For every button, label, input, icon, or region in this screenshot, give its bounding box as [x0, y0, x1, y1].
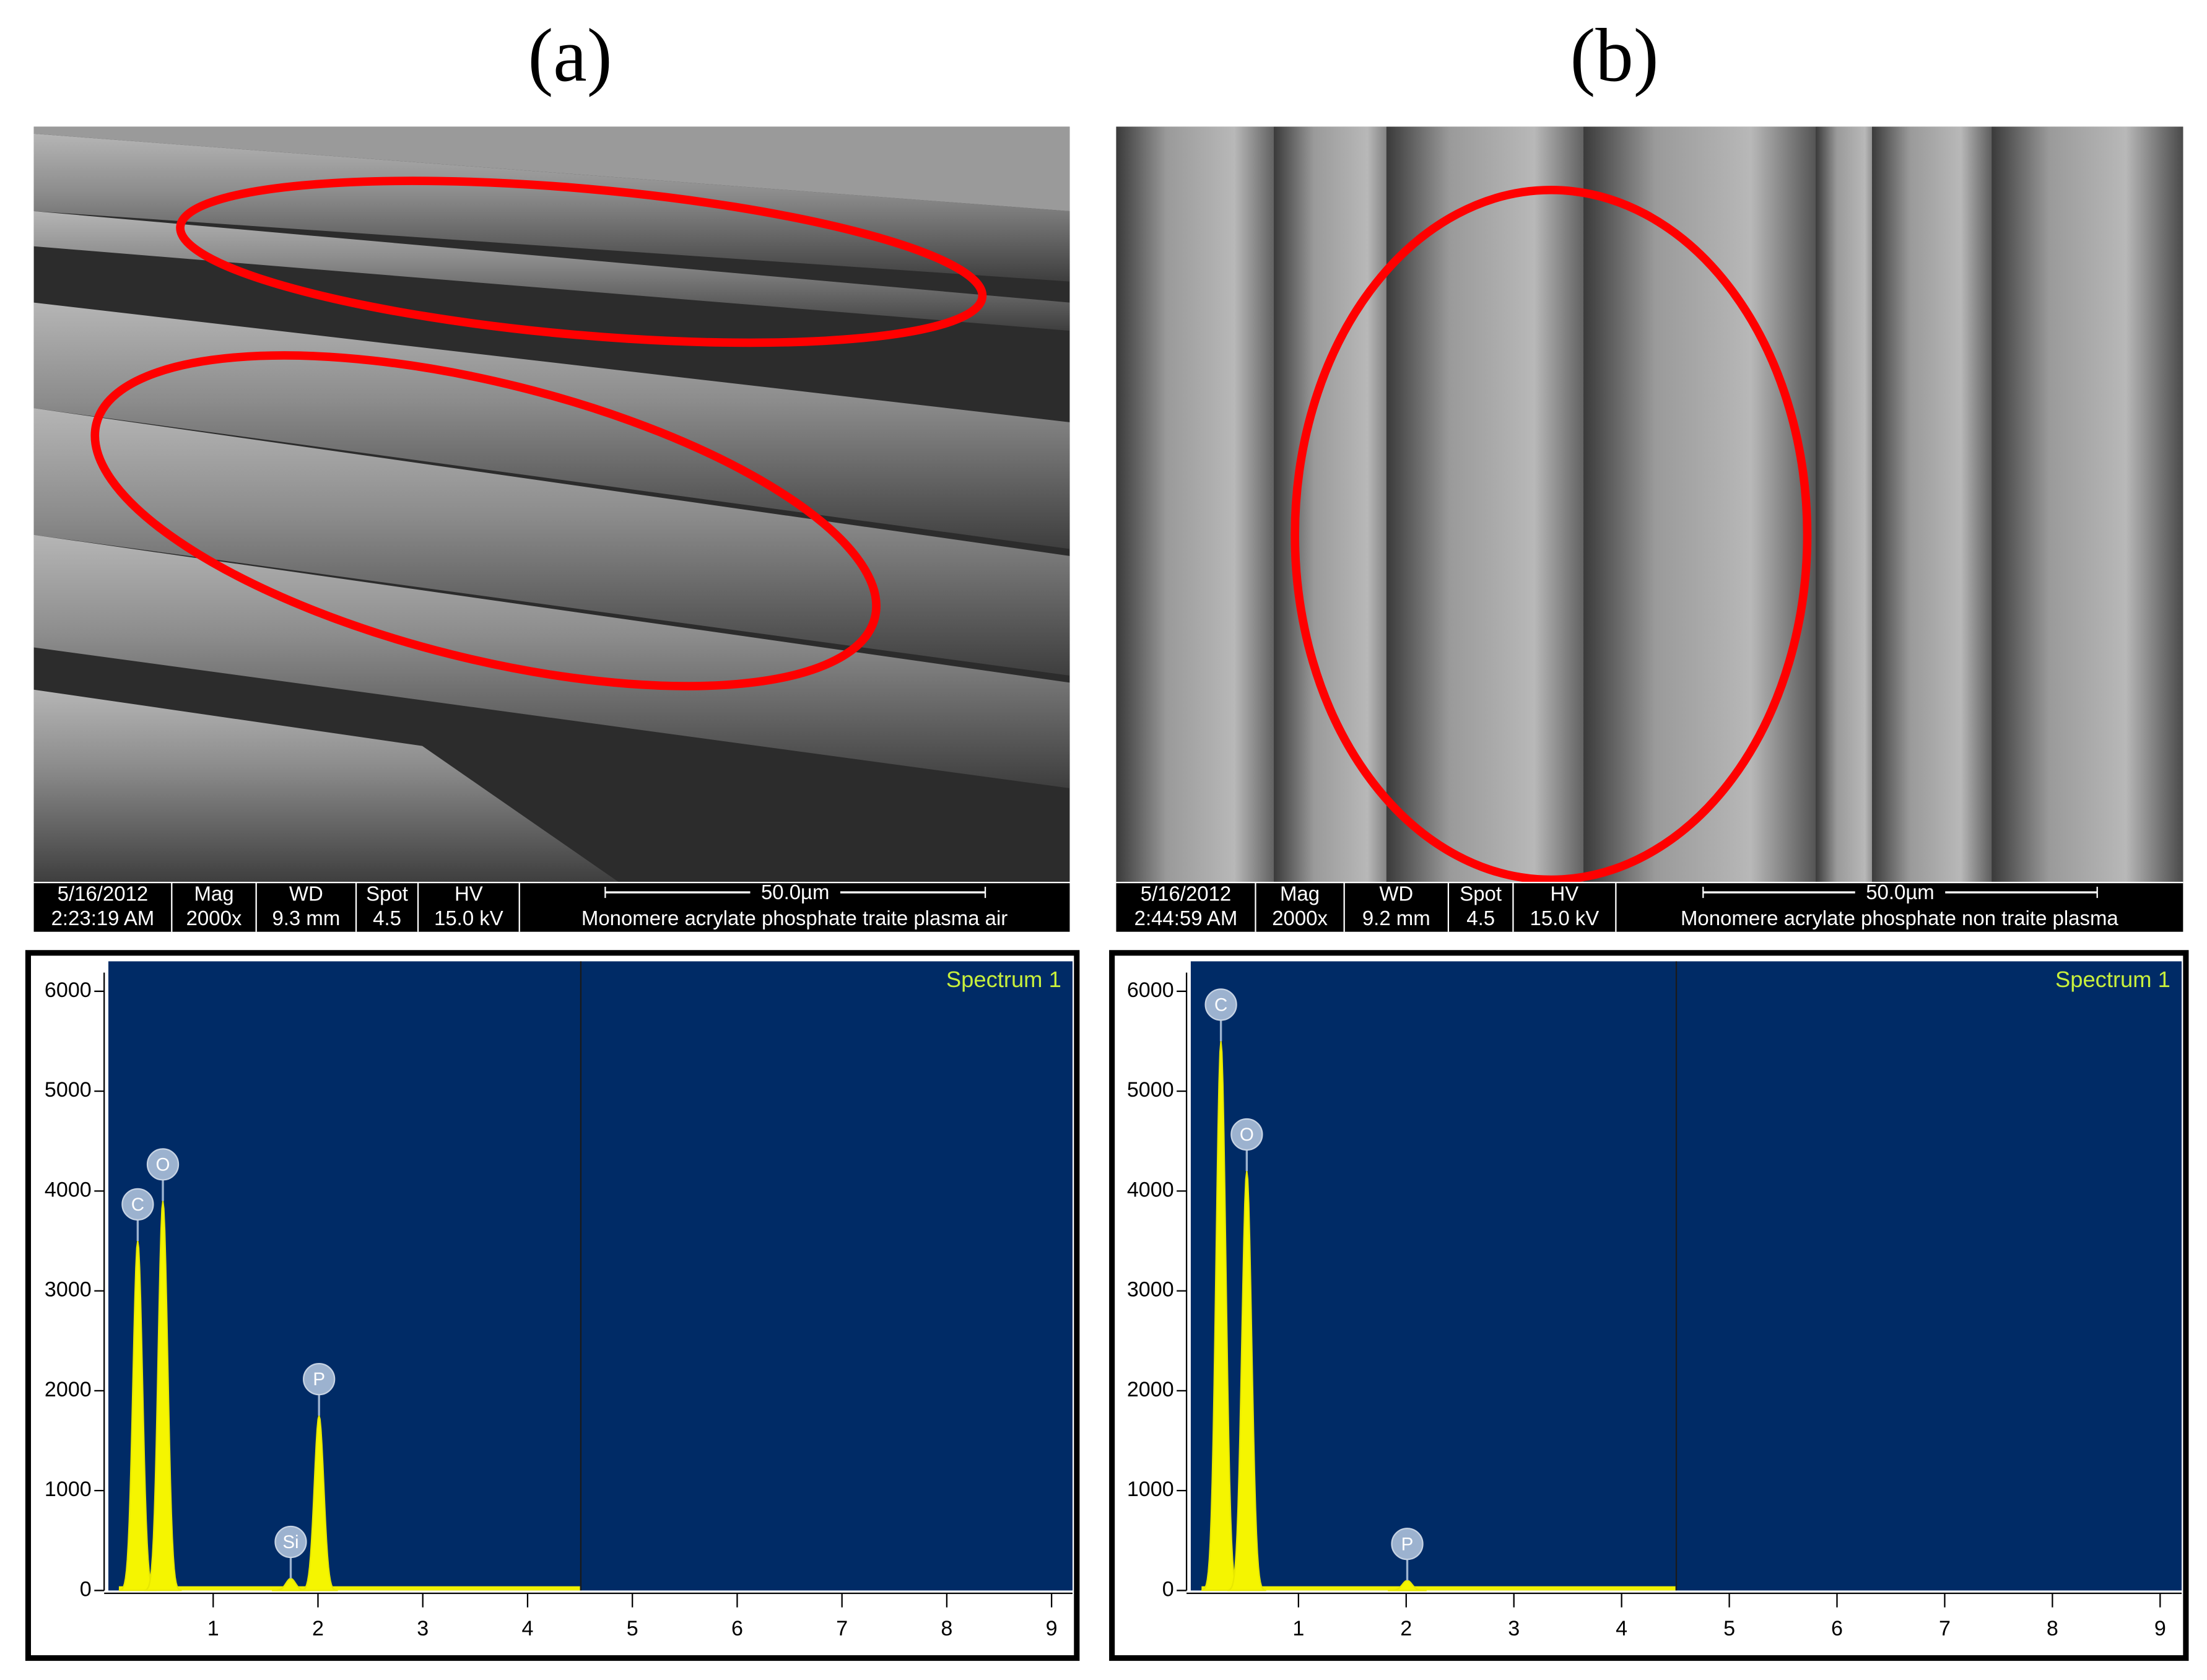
x-tick-label: 3 — [417, 1617, 429, 1640]
y-tick-label: 6000 — [45, 978, 92, 1002]
column-value: 2000x — [186, 907, 242, 929]
peak-label-bubble — [146, 1148, 180, 1181]
y-tick-label: 0 — [1162, 1577, 1174, 1601]
peak-label-bubble — [303, 1362, 336, 1396]
peak-element: C — [131, 1195, 144, 1215]
column-value: 9.3 mm — [272, 907, 340, 929]
x-tick-label: 5 — [627, 1617, 638, 1640]
spectrum-baseline — [118, 1586, 580, 1591]
info-bar — [33, 882, 1070, 932]
x-tick-label: 3 — [1508, 1617, 1520, 1640]
column-header: Spot — [366, 882, 408, 905]
description: Monomere acrylate phosphate traite plasm… — [581, 907, 1008, 929]
peak-element: C — [1214, 995, 1227, 1015]
column-header: Mag — [194, 882, 233, 905]
x-tick-label: 1 — [207, 1617, 219, 1640]
peak — [1388, 1580, 1427, 1591]
x-tick-label: 7 — [1939, 1617, 1951, 1640]
spectrum-title: Spectrum 1 — [946, 967, 1061, 992]
column-header: WD — [289, 882, 323, 905]
y-tick-label: 5000 — [1127, 1078, 1174, 1102]
date: 5/16/2012 — [58, 882, 149, 905]
x-tick-label: 6 — [731, 1617, 743, 1640]
y-tick-label: 3000 — [1127, 1278, 1174, 1302]
y-tick-label: 1000 — [1127, 1478, 1174, 1501]
y-tick-label: 4000 — [1127, 1178, 1174, 1201]
x-tick-label: 4 — [1616, 1617, 1627, 1640]
description: Monomere acrylate phosphate non traite p… — [1681, 907, 2118, 929]
column-value: 4.5 — [373, 907, 401, 929]
peak-label-bubble — [274, 1525, 307, 1559]
scale-bar-label: 50.0µm — [761, 881, 830, 903]
y-tick-label: 2000 — [45, 1378, 92, 1401]
peak — [1227, 1170, 1266, 1591]
spectrum-plot — [108, 961, 1073, 1591]
column-header: HV — [455, 882, 483, 905]
column-value: 9.2 mm — [1362, 907, 1430, 929]
peak-element: P — [313, 1369, 325, 1390]
x-tick-label: 2 — [312, 1617, 324, 1640]
time: 2:23:19 AM — [51, 907, 155, 929]
peak-label-bubble — [1204, 988, 1237, 1021]
x-tick-label: 6 — [1831, 1617, 1843, 1640]
column-header: Mag — [1280, 882, 1320, 905]
y-tick-label: 1000 — [45, 1478, 92, 1501]
scale-bar-label: 50.0µm — [1866, 881, 1935, 903]
peak — [144, 1201, 182, 1591]
spectrum-title: Spectrum 1 — [2055, 967, 2170, 992]
peak-label-bubble — [1391, 1528, 1424, 1560]
x-tick-label: 4 — [521, 1617, 533, 1640]
spectrum-baseline — [1201, 1586, 1676, 1591]
x-tick-label: 8 — [2047, 1617, 2058, 1640]
peak-label-bubble — [1230, 1118, 1263, 1151]
column-header: WD — [1379, 882, 1413, 905]
date: 5/16/2012 — [1141, 882, 1232, 905]
y-tick-label: 2000 — [1127, 1378, 1174, 1401]
x-tick-label: 9 — [1046, 1617, 1058, 1640]
peak-element: Si — [282, 1532, 298, 1552]
sem-image — [33, 126, 1070, 883]
y-tick-label: 6000 — [1127, 978, 1174, 1002]
peak — [300, 1412, 338, 1591]
time: 2:44:59 AM — [1134, 907, 1238, 929]
x-tick-label: 5 — [1723, 1617, 1735, 1640]
sem-image — [1116, 126, 2183, 884]
panel-label: (b) — [1570, 13, 1659, 97]
peak-label-bubble — [121, 1188, 154, 1221]
y-tick-label: 5000 — [45, 1078, 92, 1102]
column-value: 15.0 kV — [1530, 907, 1600, 929]
column-value: 15.0 kV — [434, 907, 503, 929]
x-tick-label: 9 — [2154, 1617, 2166, 1640]
y-tick-label: 4000 — [45, 1178, 92, 1201]
spectrum-plot — [1190, 961, 2182, 1591]
x-tick-label: 8 — [941, 1617, 952, 1640]
info-bar — [1116, 882, 2183, 932]
y-tick-label: 3000 — [45, 1278, 92, 1302]
x-tick-label: 7 — [836, 1617, 848, 1640]
peak-element: O — [1240, 1125, 1254, 1145]
column-header: HV — [1551, 882, 1579, 905]
peak-element: P — [1401, 1534, 1414, 1554]
panel-label: (a) — [528, 13, 612, 97]
column-value: 4.5 — [1466, 907, 1495, 929]
x-tick-label: 2 — [1400, 1617, 1412, 1640]
column-value: 2000x — [1272, 907, 1328, 929]
column-header: Spot — [1460, 882, 1502, 905]
peak-element: O — [156, 1154, 170, 1175]
y-tick-label: 0 — [80, 1577, 92, 1601]
x-tick-label: 1 — [1292, 1617, 1304, 1640]
